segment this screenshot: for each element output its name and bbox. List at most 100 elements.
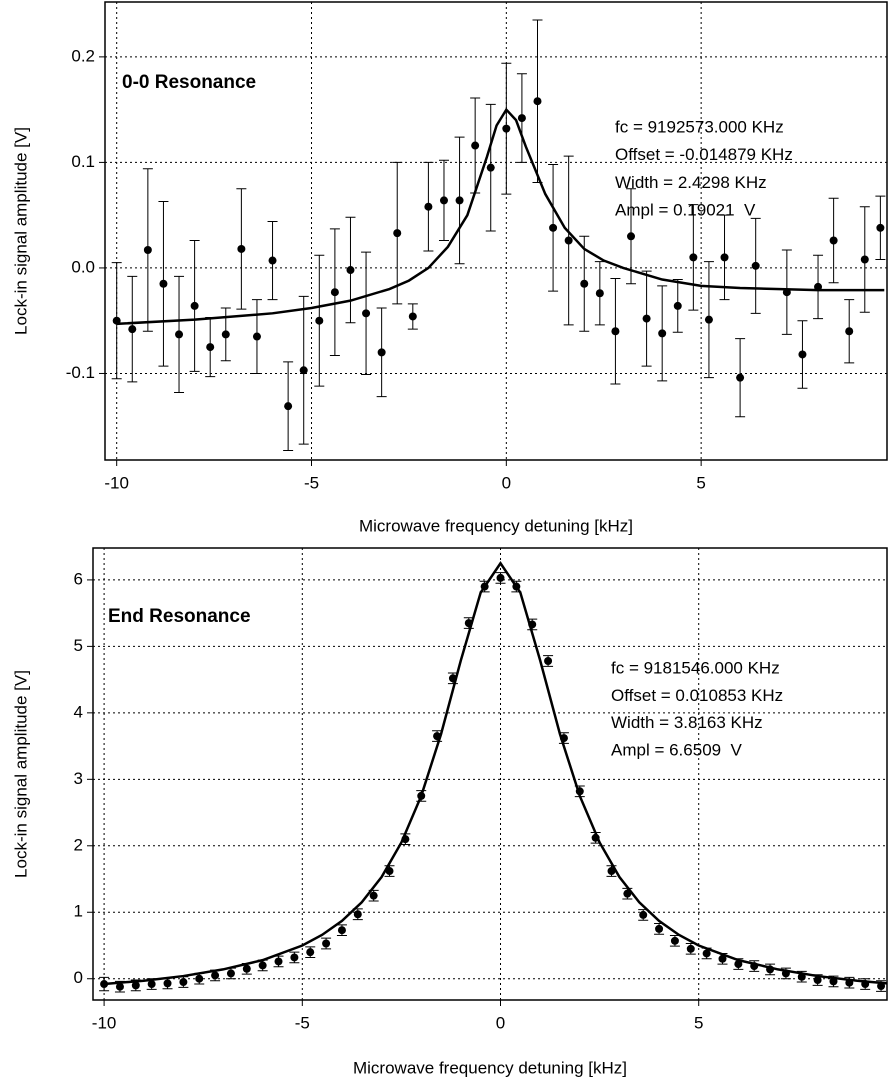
data-point: [242, 964, 251, 973]
plot-area: [99, 561, 887, 993]
data-point: [315, 316, 324, 325]
data-point: [439, 196, 448, 205]
data-point: [689, 253, 698, 262]
data-point: [195, 974, 204, 983]
data-point: [306, 948, 315, 957]
x-tick-label: 5: [694, 1013, 703, 1032]
data-point: [346, 266, 355, 275]
data-point: [627, 232, 636, 241]
data-point: [226, 969, 235, 978]
data-point: [290, 953, 299, 962]
fit-annotation: Width = 2.4298 KHz: [615, 173, 767, 192]
data-point: [718, 954, 727, 963]
data-point: [471, 141, 480, 150]
x-tick-label: -10: [104, 473, 129, 492]
fit-line: [116, 107, 885, 326]
y-tick-label: 1: [74, 902, 83, 921]
x-tick-label: 5: [696, 473, 705, 492]
data-point: [813, 976, 822, 985]
data-point: [179, 978, 188, 987]
data-point: [670, 936, 679, 945]
data-point: [720, 253, 729, 262]
data-point: [533, 97, 542, 106]
x-axis-label: Microwave frequency detuning [kHz]: [353, 1058, 627, 1077]
data-point: [655, 924, 664, 933]
data-point: [369, 891, 378, 900]
data-point: [274, 957, 283, 966]
data-point: [704, 315, 713, 324]
data-point: [798, 350, 807, 359]
fit-annotation: fc = 9192573.000 KHz: [615, 117, 784, 136]
data-point: [580, 279, 589, 288]
data-point: [393, 229, 402, 238]
data-point: [206, 343, 215, 352]
data-point: [100, 980, 109, 989]
data-point: [362, 309, 371, 318]
data-point: [190, 301, 199, 310]
x-tick-label: 0: [502, 473, 511, 492]
data-point: [549, 223, 558, 232]
data-point: [322, 939, 331, 948]
data-point: [702, 949, 711, 958]
plot-frame: [104, 1, 888, 461]
data-point: [131, 981, 140, 990]
plot-area: [111, 19, 886, 452]
data-point: [143, 245, 152, 254]
y-tick-label: -0.1: [66, 363, 95, 382]
x-tick-label: -5: [295, 1013, 310, 1032]
data-point: [486, 163, 495, 172]
data-point: [424, 202, 433, 211]
y-tick-label: 3: [74, 769, 83, 788]
data-point: [686, 944, 695, 953]
x-axis-label: Microwave frequency detuning [kHz]: [359, 516, 633, 535]
y-axis-label: Lock-in signal amplitude [V]: [11, 670, 30, 878]
data-point: [595, 289, 604, 298]
fit-line: [103, 561, 887, 986]
data-point: [337, 926, 346, 935]
y-axis-label: Lock-in signal amplitude [V]: [11, 127, 30, 335]
data-point: [517, 114, 526, 123]
data-point: [658, 329, 667, 338]
data-point: [299, 366, 308, 375]
plot-frame: [92, 547, 888, 1001]
fit-annotation: Ampl = 0.19021 V: [615, 201, 756, 220]
data-point: [221, 330, 230, 339]
y-tick-label: 0: [74, 968, 83, 987]
data-point: [639, 910, 648, 919]
fit-annotation: fc = 9181546.000 KHz: [611, 658, 780, 677]
data-point: [211, 971, 220, 980]
y-tick-label: 5: [74, 636, 83, 655]
fit-annotation: Width = 3.8163 KHz: [611, 713, 763, 732]
data-point: [642, 314, 651, 323]
data-point: [163, 979, 172, 988]
data-point: [455, 196, 464, 205]
data-point: [876, 223, 885, 232]
data-point: [736, 373, 745, 382]
data-point: [734, 960, 743, 969]
data-point: [268, 256, 277, 265]
data-point: [860, 255, 869, 264]
data-point: [611, 327, 620, 336]
x-tick-label: -5: [304, 473, 319, 492]
data-point: [353, 910, 362, 919]
data-point: [330, 288, 339, 297]
data-point: [147, 980, 156, 989]
panel-title: 0-0 Resonance: [122, 72, 256, 93]
data-point: [751, 261, 760, 270]
data-point: [258, 961, 267, 970]
data-point: [829, 236, 838, 245]
data-point: [496, 573, 505, 582]
data-point: [159, 279, 168, 288]
data-point: [377, 348, 386, 357]
y-tick-label: 2: [74, 835, 83, 854]
y-tick-label: 0.0: [71, 257, 95, 276]
data-point: [845, 327, 854, 336]
data-point: [544, 657, 553, 665]
x-tick-label: 0: [496, 1013, 505, 1032]
data-point: [175, 330, 184, 339]
y-tick-label: 0.1: [71, 152, 95, 171]
y-tick-label: 0.2: [71, 46, 95, 65]
data-point: [408, 312, 417, 321]
data-point: [115, 982, 124, 991]
